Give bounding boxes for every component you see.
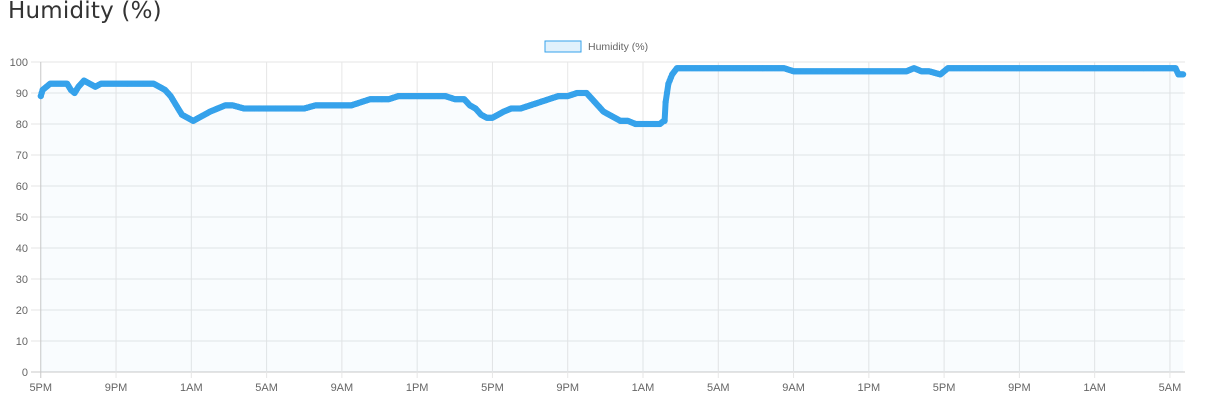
- legend-swatch-humidity[interactable]: [544, 40, 582, 53]
- legend[interactable]: Humidity (%): [544, 40, 648, 53]
- x-tick-label-2: 1AM: [180, 382, 203, 394]
- x-tick-label-5: 1PM: [406, 382, 429, 394]
- x-tick-label-13: 9PM: [1008, 382, 1031, 394]
- y-axis: 0 10 20 30 40 50 60 70 80 90 100: [10, 57, 28, 379]
- x-tick-label-10: 9AM: [782, 382, 805, 394]
- y-tick-label-100: 100: [10, 57, 28, 69]
- legend-label-humidity[interactable]: Humidity (%): [588, 41, 648, 53]
- y-tick-label-10: 10: [16, 336, 28, 348]
- y-tick-label-30: 30: [16, 274, 28, 286]
- data-point-554: [667, 74, 675, 81]
- y-tick-label-50: 50: [16, 212, 28, 224]
- x-tick-label-4: 9AM: [331, 382, 354, 394]
- data-point-549: [661, 117, 668, 125]
- page-title: Humidity (%): [8, 0, 162, 24]
- x-tick-label-12: 5PM: [933, 382, 956, 394]
- x-tick-label-11: 1PM: [858, 382, 881, 394]
- data-point-550: [662, 99, 669, 106]
- grid: [31, 61, 1185, 378]
- x-tick-label-7: 9PM: [556, 382, 579, 394]
- x-tick-label-1: 9PM: [105, 382, 128, 394]
- y-tick-label-70: 70: [16, 150, 28, 162]
- x-tick-label-9: 5AM: [707, 382, 730, 394]
- series-humidity: [37, 65, 1187, 128]
- y-tick-label-60: 60: [16, 181, 28, 193]
- x-tick-label-0: 5PM: [29, 382, 52, 394]
- y-tick-label-80: 80: [16, 119, 28, 131]
- y-tick-label-20: 20: [16, 305, 28, 317]
- data-point-551: [663, 89, 671, 97]
- y-tick-label-0: 0: [22, 367, 28, 379]
- x-tick-label-3: 5AM: [255, 382, 278, 394]
- data-point-552: [665, 80, 672, 87]
- x-tick-label-14: 1AM: [1083, 382, 1106, 394]
- y-tick-label-40: 40: [16, 243, 28, 255]
- x-tick-label-15: 5AM: [1159, 382, 1182, 394]
- x-tick-label-6: 5PM: [481, 382, 504, 394]
- y-tick-label-90: 90: [16, 88, 28, 100]
- data-point-1006: [1180, 71, 1187, 78]
- x-tick-label-8: 1AM: [632, 382, 655, 394]
- x-axis: 5PM 9PM 1AM 5AM 9AM 1PM 5PM 9PM 1AM 5AM 9AM 1PM 5PM 9…: [29, 382, 1181, 394]
